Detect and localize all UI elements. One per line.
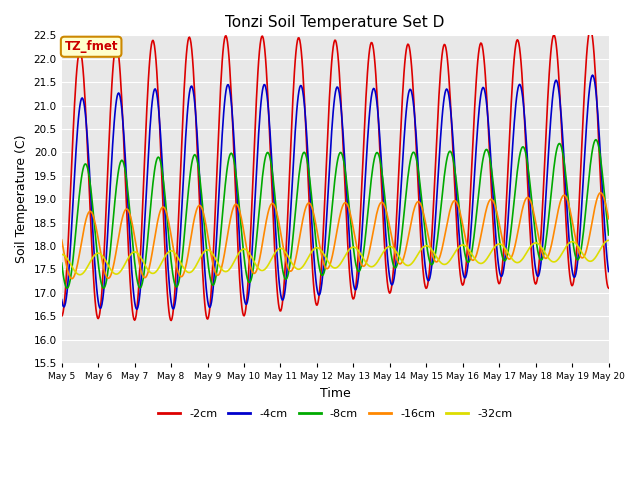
-8cm — [209, 282, 217, 288]
-16cm — [125, 208, 132, 214]
-32cm — [403, 262, 410, 268]
-16cm — [597, 190, 605, 196]
-16cm — [403, 245, 410, 251]
-32cm — [76, 272, 84, 277]
-32cm — [125, 254, 132, 260]
-4cm — [605, 269, 612, 275]
-8cm — [100, 285, 108, 291]
Line: -2cm: -2cm — [61, 29, 609, 321]
Title: Tonzi Soil Temperature Set D: Tonzi Soil Temperature Set D — [225, 15, 445, 30]
-4cm — [403, 108, 410, 114]
-32cm — [68, 263, 76, 269]
-8cm — [180, 235, 188, 240]
-2cm — [58, 313, 65, 319]
Line: -8cm: -8cm — [61, 140, 609, 288]
Line: -32cm: -32cm — [61, 240, 609, 275]
X-axis label: Time: Time — [320, 386, 351, 400]
-32cm — [180, 266, 188, 272]
-2cm — [586, 26, 594, 32]
-16cm — [209, 262, 217, 267]
-2cm — [124, 234, 132, 240]
-8cm — [592, 137, 600, 143]
-16cm — [68, 276, 76, 281]
Line: -16cm: -16cm — [61, 193, 609, 278]
Text: TZ_fmet: TZ_fmet — [65, 40, 118, 53]
-4cm — [68, 226, 76, 231]
-2cm — [605, 285, 612, 291]
-4cm — [589, 72, 596, 78]
-4cm — [419, 228, 426, 234]
-4cm — [58, 297, 65, 302]
-16cm — [605, 216, 612, 222]
Line: -4cm: -4cm — [61, 75, 609, 309]
-2cm — [180, 86, 188, 92]
-4cm — [209, 287, 217, 292]
-8cm — [403, 189, 410, 194]
-8cm — [605, 232, 612, 238]
-2cm — [403, 47, 410, 53]
-2cm — [167, 318, 175, 324]
-2cm — [68, 164, 76, 170]
Y-axis label: Soil Temperature (C): Soil Temperature (C) — [15, 135, 28, 264]
-16cm — [419, 205, 426, 211]
-4cm — [133, 306, 141, 312]
-8cm — [58, 260, 65, 266]
-8cm — [68, 268, 76, 274]
-32cm — [605, 238, 612, 243]
-8cm — [419, 202, 426, 208]
-16cm — [58, 237, 65, 243]
-2cm — [209, 256, 217, 262]
-4cm — [124, 201, 132, 207]
-16cm — [180, 269, 188, 275]
-2cm — [419, 257, 426, 263]
-32cm — [419, 245, 426, 251]
-32cm — [209, 252, 217, 257]
-16cm — [68, 276, 76, 281]
-4cm — [180, 161, 188, 167]
-32cm — [58, 252, 65, 257]
-8cm — [125, 196, 132, 202]
Legend: -2cm, -4cm, -8cm, -16cm, -32cm: -2cm, -4cm, -8cm, -16cm, -32cm — [154, 404, 517, 423]
